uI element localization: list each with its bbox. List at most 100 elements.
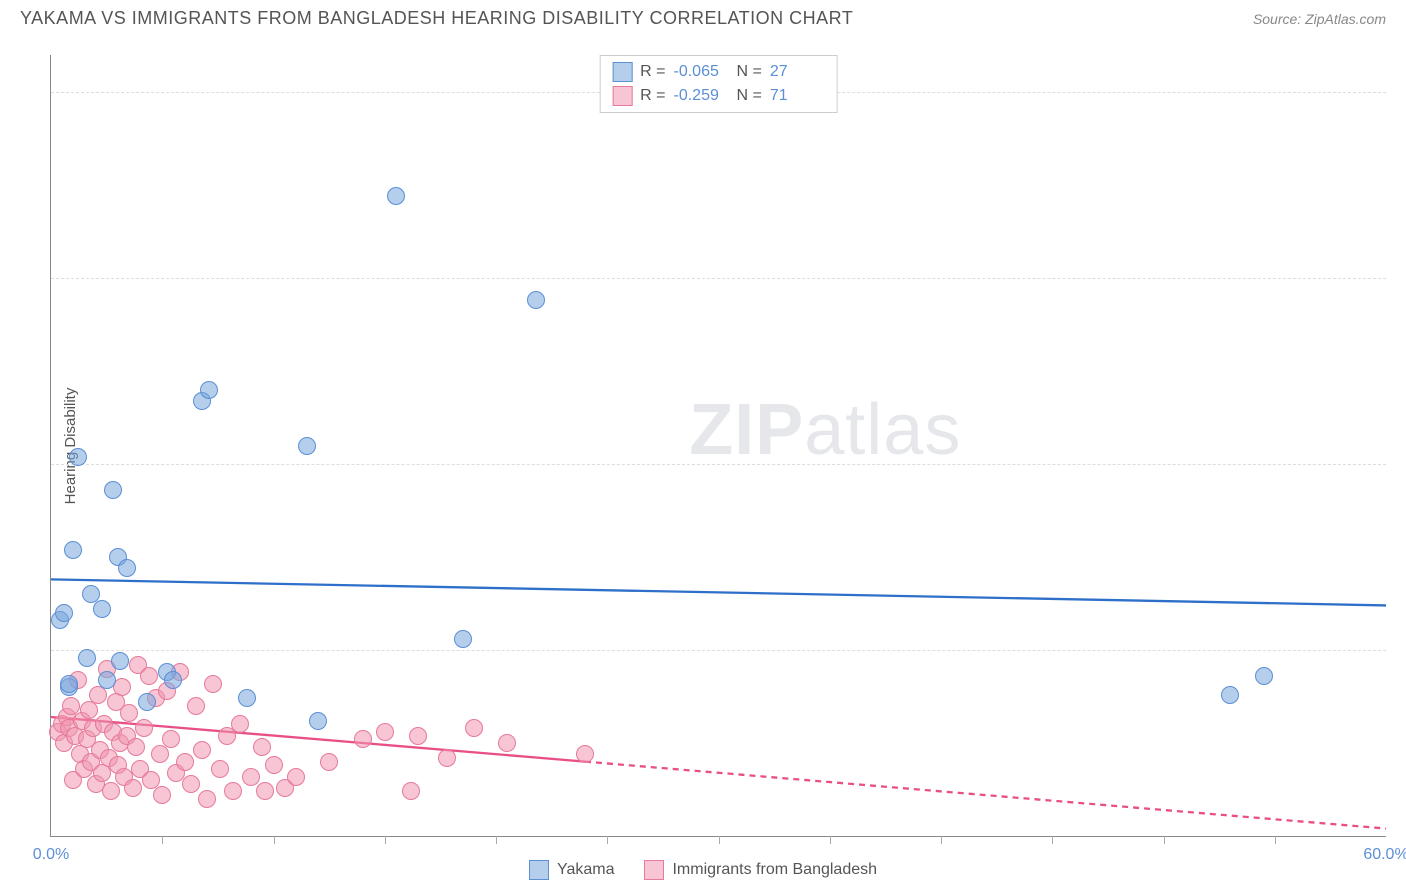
point-series-a xyxy=(387,187,405,205)
point-series-b xyxy=(162,730,180,748)
swatch-a-icon xyxy=(529,860,549,880)
r-label-b: R = xyxy=(640,87,665,105)
x-minor-tick xyxy=(162,836,163,844)
point-series-a xyxy=(200,381,218,399)
legend-item-b: Immigrants from Bangladesh xyxy=(644,860,877,880)
legend-item-a: Yakama xyxy=(529,860,615,880)
point-series-a xyxy=(1221,686,1239,704)
y-tick-label: 20.0% xyxy=(1391,83,1406,101)
point-series-a xyxy=(309,712,327,730)
point-series-b xyxy=(253,738,271,756)
point-series-b xyxy=(113,678,131,696)
point-series-b xyxy=(182,775,200,793)
point-series-b xyxy=(120,704,138,722)
chart-source: Source: ZipAtlas.com xyxy=(1253,11,1386,27)
legend-stats-row-b: R = -0.259 N = 71 xyxy=(612,84,825,108)
point-series-a xyxy=(64,541,82,559)
y-tick-label: 10.0% xyxy=(1391,455,1406,473)
point-series-b xyxy=(124,779,142,797)
point-series-b xyxy=(265,756,283,774)
point-series-b xyxy=(465,719,483,737)
swatch-b-icon xyxy=(644,860,664,880)
point-series-a xyxy=(93,600,111,618)
r-value-a: -0.065 xyxy=(674,63,729,81)
point-series-a xyxy=(1255,667,1273,685)
legend-stats: R = -0.065 N = 27 R = -0.259 N = 71 xyxy=(599,55,838,113)
point-series-b xyxy=(204,675,222,693)
x-minor-tick xyxy=(607,836,608,844)
point-series-a xyxy=(111,652,129,670)
point-series-a xyxy=(298,437,316,455)
point-series-b xyxy=(438,749,456,767)
point-series-a xyxy=(69,448,87,466)
point-series-a xyxy=(78,649,96,667)
legend-label-a: Yakama xyxy=(557,861,615,879)
point-series-b xyxy=(256,782,274,800)
plot-area: ZIPatlas R = -0.065 N = 27 R = -0.259 N … xyxy=(50,55,1386,837)
x-minor-tick xyxy=(941,836,942,844)
point-series-b xyxy=(576,745,594,763)
x-minor-tick xyxy=(1164,836,1165,844)
point-series-a xyxy=(60,675,78,693)
point-series-b xyxy=(211,760,229,778)
point-series-b xyxy=(127,738,145,756)
point-series-b xyxy=(224,782,242,800)
watermark-zip: ZIP xyxy=(689,390,804,470)
chart-header: YAKAMA VS IMMIGRANTS FROM BANGLADESH HEA… xyxy=(0,0,1406,33)
gridline-h xyxy=(51,464,1386,465)
trend-lines xyxy=(51,55,1386,836)
point-series-a xyxy=(454,630,472,648)
point-series-a xyxy=(55,604,73,622)
point-series-b xyxy=(102,782,120,800)
watermark: ZIPatlas xyxy=(689,389,961,471)
gridline-h xyxy=(51,278,1386,279)
point-series-b xyxy=(498,734,516,752)
point-series-b xyxy=(376,723,394,741)
y-tick-label: 15.0% xyxy=(1391,269,1406,287)
legend-series: Yakama Immigrants from Bangladesh xyxy=(0,860,1406,880)
point-series-b xyxy=(287,768,305,786)
point-series-b xyxy=(151,745,169,763)
point-series-a xyxy=(98,671,116,689)
point-series-a xyxy=(138,693,156,711)
trend-line xyxy=(585,762,1386,829)
r-value-b: -0.259 xyxy=(674,87,729,105)
point-series-b xyxy=(153,786,171,804)
watermark-atlas: atlas xyxy=(804,390,961,470)
n-value-b: 71 xyxy=(770,87,825,105)
point-series-b xyxy=(176,753,194,771)
x-minor-tick xyxy=(1275,836,1276,844)
x-minor-tick xyxy=(385,836,386,844)
point-series-b xyxy=(354,730,372,748)
legend-label-b: Immigrants from Bangladesh xyxy=(672,861,877,879)
point-series-b xyxy=(187,697,205,715)
x-minor-tick xyxy=(496,836,497,844)
point-series-b xyxy=(193,741,211,759)
point-series-b xyxy=(402,782,420,800)
r-label-a: R = xyxy=(640,63,665,81)
point-series-b xyxy=(198,790,216,808)
x-minor-tick xyxy=(1052,836,1053,844)
point-series-b xyxy=(409,727,427,745)
n-label-a: N = xyxy=(737,63,762,81)
point-series-a xyxy=(164,671,182,689)
point-series-a xyxy=(104,481,122,499)
point-series-a xyxy=(238,689,256,707)
point-series-a xyxy=(118,559,136,577)
n-label-b: N = xyxy=(737,87,762,105)
point-series-b xyxy=(242,768,260,786)
y-tick-label: 5.0% xyxy=(1391,641,1406,659)
n-value-a: 27 xyxy=(770,63,825,81)
swatch-series-b xyxy=(612,86,632,106)
trend-line xyxy=(51,579,1386,605)
point-series-b xyxy=(231,715,249,733)
chart-title: YAKAMA VS IMMIGRANTS FROM BANGLADESH HEA… xyxy=(20,8,853,29)
x-minor-tick xyxy=(274,836,275,844)
x-minor-tick xyxy=(719,836,720,844)
point-series-b xyxy=(140,667,158,685)
swatch-series-a xyxy=(612,62,632,82)
point-series-a xyxy=(527,291,545,309)
legend-stats-row-a: R = -0.065 N = 27 xyxy=(612,60,825,84)
gridline-h xyxy=(51,650,1386,651)
x-minor-tick xyxy=(830,836,831,844)
